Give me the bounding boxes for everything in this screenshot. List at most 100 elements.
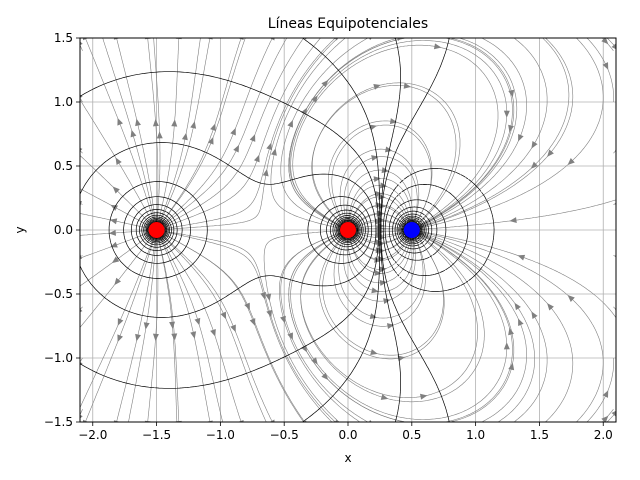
equipotential-line [398,215,427,245]
field-arrow [374,269,382,276]
field-arrow [334,419,339,422]
equipotential-line [394,210,433,250]
equipotential-line [399,217,425,243]
field-arrow [80,253,83,259]
field-line [301,38,304,41]
field-line [576,419,580,422]
y-tick-label: 0.5 [54,159,73,173]
field-line [332,419,336,422]
field-line [116,40,156,224]
equipotential-line [401,219,423,241]
field-line [346,237,414,292]
field-line [80,238,151,328]
field-arrow [135,333,141,342]
field-arrow [530,161,538,169]
field-line [421,231,616,319]
field-arrow [80,41,83,46]
field-arrow [109,218,118,225]
field-arrow [369,419,372,422]
field-line [348,185,411,223]
field-line [332,38,336,41]
field-line [419,231,604,420]
field-line [417,233,508,420]
field-arrow [301,344,308,353]
field-arrow [117,318,124,326]
equipotential-line [108,181,373,279]
field-arrow [531,311,538,319]
field-line [417,40,574,229]
field-line [289,38,518,228]
field-line [354,231,403,238]
field-line [80,306,83,310]
field-line [394,38,515,227]
field-arrow [280,315,286,324]
equipotential-line [396,213,429,247]
field-arrow [266,309,273,318]
field-line [157,40,179,224]
field-line [290,40,425,227]
field-arrow [207,136,214,145]
field-arrow [230,324,236,333]
y-tick-label: −0.5 [44,287,73,301]
equipotential-line [80,71,379,389]
field-line [418,232,548,420]
field-arrow [156,131,163,139]
equipotential-line [131,204,366,256]
field-line [311,85,457,226]
field-line [545,38,549,41]
field-arrow [567,158,575,165]
y-tick-label: −1.5 [44,415,73,429]
field-line [159,236,210,420]
field-line [80,99,152,222]
field-arrow [194,317,201,326]
field-line [609,40,616,49]
field-arrow [253,154,260,163]
field-arrow [181,132,188,141]
field-arrow [152,119,159,127]
equipotential-line [388,199,447,261]
field-line [586,357,614,422]
x-tick-label: 1.5 [530,428,549,442]
field-line [159,234,241,420]
field-arrow [403,82,412,89]
equipotential-line [403,221,421,239]
field-line [363,419,369,422]
field-line [421,38,570,228]
field-line [86,236,155,420]
x-tick-label: 1.0 [466,428,485,442]
field-line [209,38,211,41]
field-arrow [143,322,150,330]
field-line [209,419,211,422]
field-line [80,155,150,223]
field-line [80,235,149,287]
field-arrow [547,149,554,157]
equipotential-line [139,212,362,248]
x-tick-label: −0.5 [270,428,299,442]
field-arrow [517,254,526,261]
equipotential-line [400,218,424,242]
field-line [421,199,616,230]
field-arrow [383,298,391,305]
field-line [163,237,267,422]
field-line [80,409,83,416]
field-line [163,230,333,420]
field-line [80,357,83,363]
equipotential-line [382,168,495,292]
equipotential-line [145,219,358,241]
field-arrow [190,121,197,129]
field-line [80,97,83,103]
field-line [418,232,527,420]
field-line [147,237,159,420]
field-line [161,238,224,422]
y-tick-label: 1.0 [54,95,73,109]
field-line [417,231,574,420]
field-line [288,233,456,422]
field-arrow [379,266,387,273]
field-line [292,44,499,228]
x-tick-label: 2.0 [594,428,613,442]
equipotential-line [402,220,422,240]
field-arrow [601,415,609,422]
field-line [350,196,408,225]
